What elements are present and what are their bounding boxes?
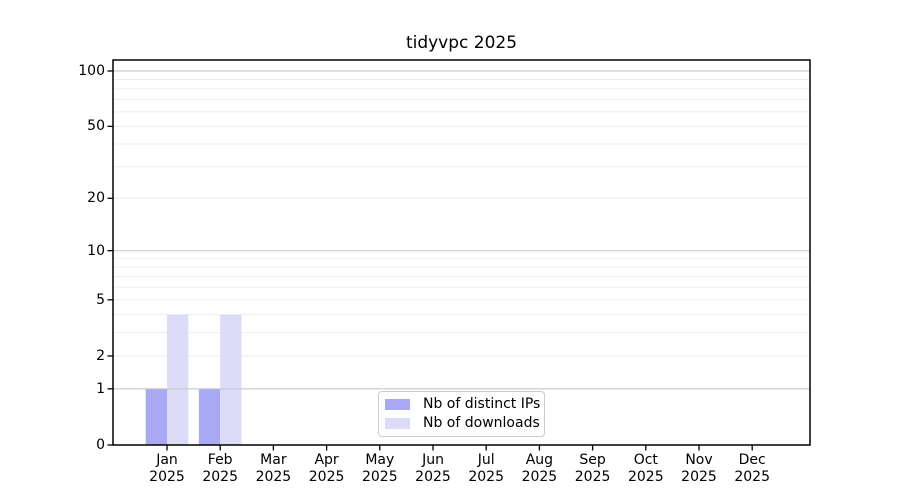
x-tick-month: Mar	[260, 452, 287, 468]
x-tick-year: 2025	[202, 469, 238, 485]
x-tick-month: Sep	[579, 452, 606, 468]
y-tick-label: 20	[87, 190, 105, 207]
legend: Nb of distinct IPs Nb of downloads	[378, 391, 545, 437]
x-tick-label: Mar 2025	[238, 452, 308, 486]
x-tick-label: Feb 2025	[185, 452, 255, 486]
x-tick-year: 2025	[149, 469, 185, 485]
x-tick-label: Oct 2025	[611, 452, 681, 486]
y-tick-label: 50	[87, 118, 105, 135]
legend-swatch-distinct-ips	[385, 399, 410, 410]
x-tick-month: Dec	[738, 452, 766, 468]
y-tick-label: 2	[96, 347, 105, 364]
x-tick-month: Jan	[156, 452, 178, 468]
x-tick-year: 2025	[255, 469, 292, 485]
legend-label-distinct-ips: Nb of distinct IPs	[423, 396, 541, 412]
x-tick-label: Jul 2025	[451, 452, 521, 486]
x-tick-year: 2025	[681, 469, 717, 485]
x-tick-label: Jan 2025	[132, 452, 202, 486]
x-tick-month: Nov	[685, 452, 713, 468]
y-tick-label: 10	[87, 242, 105, 259]
x-tick-month: Oct	[633, 452, 658, 468]
legend-swatch-downloads	[385, 418, 410, 429]
x-tick-year: 2025	[468, 469, 504, 485]
x-tick-year: 2025	[415, 469, 451, 485]
y-tick-label: 100	[78, 63, 105, 79]
x-tick-month: Jul	[477, 452, 495, 468]
x-tick-year: 2025	[308, 469, 345, 485]
bar-nb-of-distinct-ips	[198, 388, 221, 445]
x-tick-label: Apr 2025	[292, 452, 362, 486]
x-tick-year: 2025	[627, 469, 664, 485]
y-tick-label: 1	[96, 380, 105, 397]
x-tick-label: Dec 2025	[717, 452, 787, 486]
bar-nb-of-downloads	[167, 314, 189, 445]
bar-nb-of-downloads	[220, 314, 242, 445]
x-tick-label: Jun 2025	[398, 452, 468, 486]
x-tick-month: Jun	[422, 452, 444, 468]
x-tick-month: May	[365, 452, 395, 468]
x-tick-year: 2025	[574, 469, 611, 485]
x-tick-label: Sep 2025	[558, 452, 628, 486]
legend-item-distinct-ips: Nb of distinct IPs	[385, 396, 540, 413]
legend-label-downloads: Nb of downloads	[423, 415, 540, 431]
x-tick-label: Nov 2025	[664, 452, 734, 486]
x-tick-label: May 2025	[345, 452, 415, 486]
x-tick-year: 2025	[521, 469, 558, 485]
bar-nb-of-distinct-ips	[145, 388, 167, 445]
x-tick-label: Aug 2025	[504, 452, 574, 486]
y-tick-label: 5	[96, 291, 105, 308]
x-tick-year: 2025	[361, 469, 398, 485]
x-tick-month: Feb	[207, 452, 233, 468]
legend-item-downloads: Nb of downloads	[385, 415, 540, 432]
x-tick-month: Aug	[525, 452, 554, 468]
x-tick-month: Apr	[314, 452, 339, 468]
y-tick-label: 0	[96, 437, 105, 453]
plot-border	[112, 59, 811, 446]
chart-title: tidyvpc 2025	[405, 33, 518, 53]
x-tick-year: 2025	[734, 469, 770, 485]
